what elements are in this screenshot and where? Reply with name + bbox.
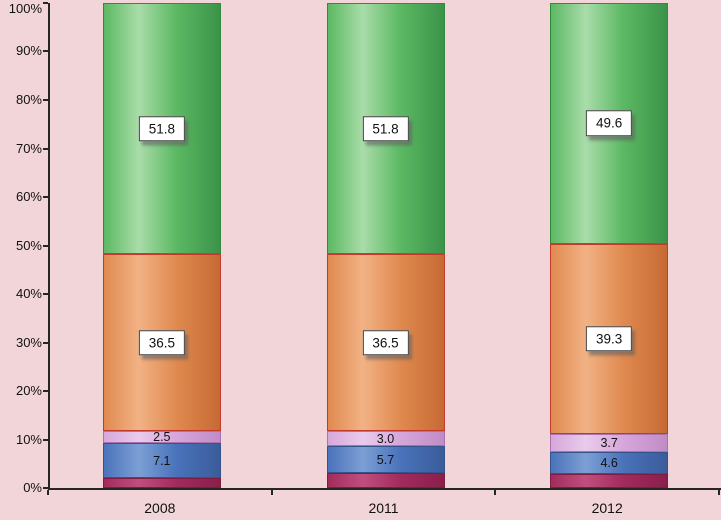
segment-blue-2008: 7.1 bbox=[102, 443, 221, 478]
y-axis-label-30pct: 30% bbox=[15, 335, 42, 350]
segment-green-2012: 49.6 bbox=[550, 3, 669, 244]
segment-blue-2012: 4.6 bbox=[550, 452, 669, 475]
data-label-blue-2012: 4.6 bbox=[600, 456, 618, 471]
y-axis-tick bbox=[43, 148, 48, 150]
category-slot-2012: 4.6 3.7 39.3 49.6 bbox=[497, 3, 721, 488]
plot-area: 7.1 2.5 36.5 51.8 5.7 3.0 36.5 51.8 4.6 3.7 39.3 49… bbox=[48, 3, 721, 490]
category-slot-2011: 5.7 3.0 36.5 51.8 bbox=[274, 3, 498, 488]
segment-blue-2011: 5.7 bbox=[326, 445, 445, 474]
data-label-orange-2011: 36.5 bbox=[362, 330, 409, 356]
y-axis-tick bbox=[43, 245, 48, 247]
y-axis-label-50pct: 50% bbox=[15, 238, 42, 253]
bar-2008: 7.1 2.5 36.5 51.8 bbox=[102, 3, 221, 488]
segment-green-2008: 51.8 bbox=[102, 3, 221, 255]
y-axis-tick bbox=[43, 487, 48, 489]
segment-lavender-2012: 3.7 bbox=[550, 434, 669, 453]
x-axis-tick bbox=[494, 490, 496, 495]
y-axis-label-100pct: 100% bbox=[8, 1, 42, 16]
y-axis-label-90pct: 90% bbox=[15, 43, 42, 58]
data-label-blue-2008: 7.1 bbox=[153, 453, 171, 468]
y-axis-tick bbox=[43, 439, 48, 441]
data-label-orange-2008: 36.5 bbox=[138, 330, 185, 356]
x-axis-label-2011: 2011 bbox=[368, 500, 399, 516]
segment-green-2011: 51.8 bbox=[326, 3, 445, 255]
x-axis-label-2008: 2008 bbox=[144, 500, 176, 516]
y-axis-label-80pct: 80% bbox=[15, 92, 42, 107]
x-axis-tick bbox=[718, 490, 720, 495]
y-axis-tick bbox=[43, 390, 48, 392]
x-axis-label-2012: 2012 bbox=[591, 500, 623, 516]
x-axis-tick bbox=[47, 490, 49, 495]
y-axis-label-10pct: 10% bbox=[15, 432, 42, 447]
data-label-green-2008: 51.8 bbox=[138, 115, 185, 142]
segment-lavender-2011: 3.0 bbox=[326, 431, 445, 446]
bar-2011: 5.7 3.0 36.5 51.8 bbox=[326, 3, 445, 488]
y-axis-label-0pct: 0% bbox=[23, 480, 42, 495]
segment-maroon-2008 bbox=[102, 477, 221, 488]
y-axis-label-60pct: 60% bbox=[15, 189, 42, 204]
segment-maroon-2011 bbox=[326, 473, 445, 488]
segment-orange-2008: 36.5 bbox=[102, 254, 221, 432]
segment-orange-2011: 36.5 bbox=[326, 254, 445, 432]
y-axis-label-70pct: 70% bbox=[15, 141, 42, 156]
y-axis-tick bbox=[43, 50, 48, 52]
y-axis-label-20pct: 20% bbox=[15, 383, 42, 398]
y-axis-tick bbox=[43, 342, 48, 344]
y-axis-tick bbox=[43, 99, 48, 101]
segment-maroon-2012 bbox=[550, 474, 669, 488]
y-axis-tick bbox=[43, 196, 48, 198]
y-axis-label-40pct: 40% bbox=[15, 286, 42, 301]
x-axis-labels: 2008 2011 2012 bbox=[48, 500, 719, 520]
category-slot-2008: 7.1 2.5 36.5 51.8 bbox=[50, 3, 274, 488]
data-label-lavender-2012: 3.7 bbox=[600, 435, 618, 450]
data-label-blue-2011: 5.7 bbox=[376, 452, 395, 467]
y-axis-tick bbox=[43, 293, 48, 295]
bar-2012: 4.6 3.7 39.3 49.6 bbox=[550, 3, 669, 488]
segment-lavender-2008: 2.5 bbox=[102, 430, 221, 445]
data-label-green-2011: 51.8 bbox=[362, 115, 409, 142]
data-label-lavender-2008: 2.5 bbox=[153, 430, 171, 445]
y-axis-tick bbox=[43, 2, 48, 4]
data-label-green-2012: 49.6 bbox=[586, 110, 633, 137]
segment-orange-2012: 39.3 bbox=[550, 243, 669, 435]
data-label-lavender-2011: 3.0 bbox=[376, 431, 395, 446]
data-label-orange-2012: 39.3 bbox=[586, 326, 633, 352]
x-axis-tick bbox=[271, 490, 273, 495]
